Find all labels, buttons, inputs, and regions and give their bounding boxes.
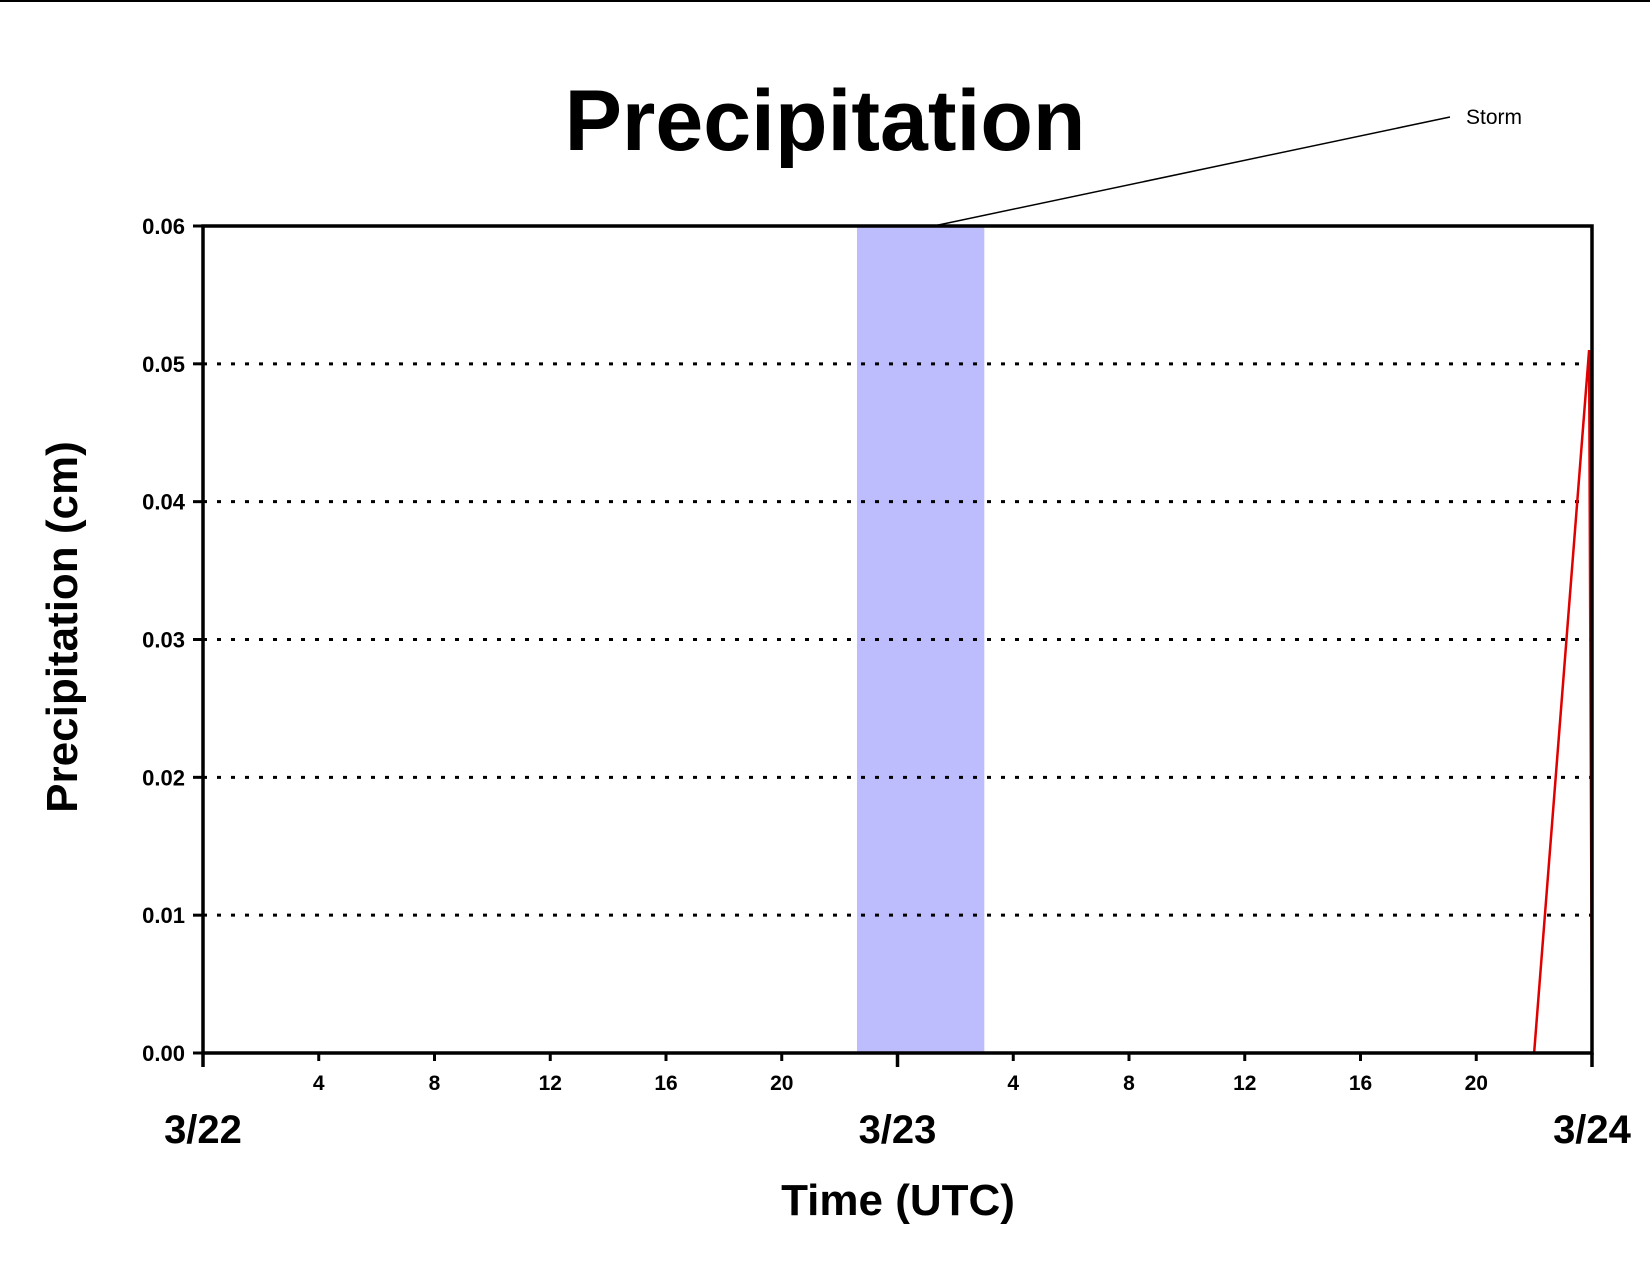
x-tick-label: 8: [429, 1072, 441, 1095]
y-tick-label: 0.04: [142, 490, 186, 515]
x-tick-label-layer: 4 8 12 16 20 4 8 12 16 20 3/22 3/23 3/24: [164, 1072, 1632, 1152]
x-tick-label: 16: [1349, 1072, 1372, 1095]
x-tick-label: 20: [1465, 1072, 1488, 1095]
y-tick-label: 0.01: [142, 903, 185, 928]
x-date-label: 3/22: [164, 1108, 242, 1152]
x-tick-label: 8: [1123, 1072, 1135, 1095]
x-date-label: 3/24: [1553, 1108, 1632, 1152]
y-axis-title: Precipitation (cm): [38, 441, 87, 813]
x-tick-label: 4: [313, 1072, 325, 1095]
annotation-layer: Storm: [933, 106, 1522, 227]
chart-title: Precipitation: [565, 73, 1086, 169]
x-tick-label: 12: [1233, 1072, 1256, 1095]
y-tick-label: 0.05: [142, 352, 185, 377]
x-axis-title: Time (UTC): [781, 1176, 1015, 1225]
y-tick-label-layer: 0.00 0.01 0.02 0.03 0.04 0.05 0.06: [142, 214, 186, 1066]
x-tick-label: 20: [770, 1072, 793, 1095]
top-border-rule: [0, 0, 1650, 2]
axes-layer: [193, 224, 1594, 1067]
x-tick-label: 12: [539, 1072, 562, 1095]
y-tick-label: 0.06: [142, 214, 185, 239]
x-tick-label: 4: [1007, 1072, 1019, 1095]
y-tick-label: 0.00: [142, 1041, 185, 1066]
y-tick-label: 0.03: [142, 628, 185, 653]
x-date-label: 3/23: [859, 1108, 937, 1152]
x-tick-label: 16: [654, 1072, 677, 1095]
storm-annotation-leader-line: [933, 116, 1451, 227]
storm-annotation-label: Storm: [1466, 106, 1522, 129]
y-tick-label: 0.02: [142, 765, 185, 790]
